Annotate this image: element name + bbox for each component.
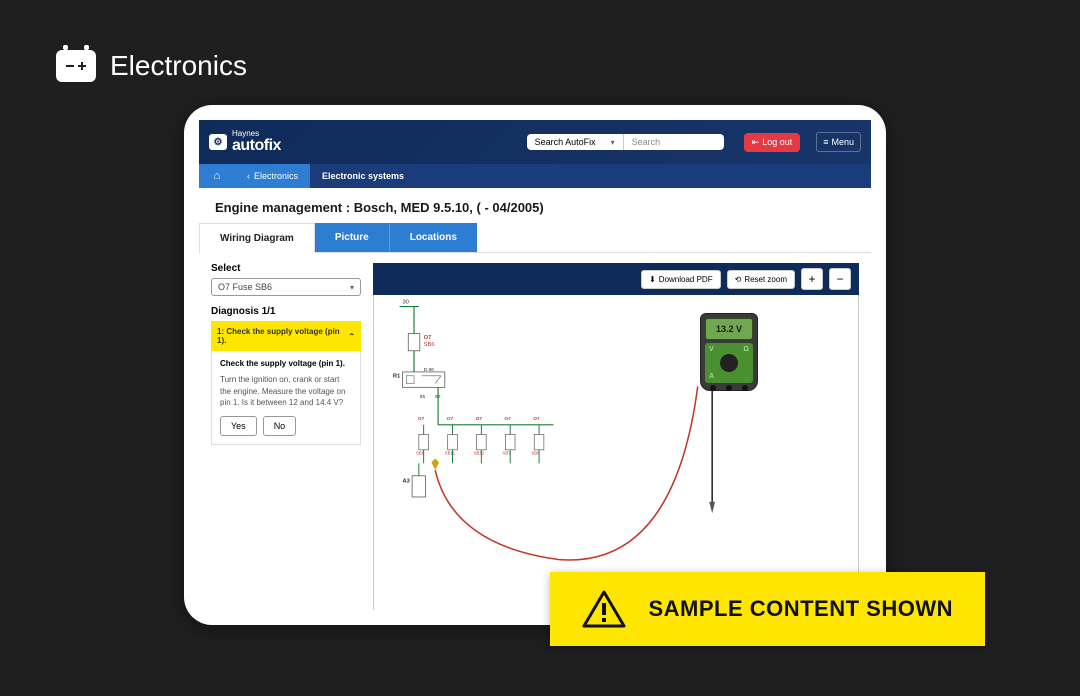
svg-text:SB6: SB6 bbox=[424, 342, 435, 348]
accordion-header[interactable]: 1: Check the supply voltage (pin 1). ⌃ bbox=[211, 321, 361, 351]
svg-text:30: 30 bbox=[402, 300, 408, 306]
svg-text:O7: O7 bbox=[424, 335, 432, 341]
chevron-down-icon: ▾ bbox=[350, 283, 354, 292]
svg-text:SB11: SB11 bbox=[445, 451, 456, 456]
download-icon: ⬇ bbox=[649, 275, 656, 284]
logout-button[interactable]: ⇤ Log out bbox=[744, 133, 801, 152]
tab-bar: Wiring Diagram Picture Locations bbox=[199, 223, 871, 253]
viewer-toolbar: ⬇ Download PDF ⟲ Reset zoom + − bbox=[373, 263, 859, 295]
download-label: Download PDF bbox=[659, 275, 713, 284]
accordion-header-text: 1: Check the supply voltage (pin 1). bbox=[217, 327, 348, 345]
no-button[interactable]: No bbox=[263, 416, 297, 436]
component-select[interactable]: O7 Fuse SB6 ▾ bbox=[211, 278, 361, 296]
svg-text:O7: O7 bbox=[447, 416, 454, 422]
step-text: Turn the ignition on, crank or start the… bbox=[220, 374, 352, 408]
app-logo[interactable]: ⚙ Haynes autofix bbox=[209, 130, 281, 154]
logo-icon: ⚙ bbox=[209, 134, 227, 150]
home-icon: ⌂ bbox=[214, 170, 221, 182]
menu-button[interactable]: ≡ Menu bbox=[816, 132, 861, 152]
accordion-body: Check the supply voltage (pin 1). Turn t… bbox=[211, 351, 361, 445]
svg-text:O7: O7 bbox=[504, 416, 511, 422]
yes-button[interactable]: Yes bbox=[220, 416, 257, 436]
svg-text:A3: A3 bbox=[402, 479, 409, 485]
home-button[interactable]: ⌂ bbox=[199, 164, 235, 188]
reset-label: Reset zoom bbox=[744, 275, 787, 284]
warning-icon bbox=[582, 590, 626, 628]
sample-content-banner: SAMPLE CONTENT SHOWN bbox=[550, 572, 985, 646]
select-label: Select bbox=[211, 263, 361, 274]
page-title: Engine management : Bosch, MED 9.5.10, (… bbox=[199, 188, 871, 223]
diagram-viewer: ⬇ Download PDF ⟲ Reset zoom + − 30O7SB6R… bbox=[373, 263, 859, 610]
search-input[interactable]: Search bbox=[624, 134, 724, 150]
diagnosis-label: Diagnosis 1/1 bbox=[211, 306, 361, 317]
tab-locations[interactable]: Locations bbox=[389, 223, 477, 252]
battery-icon bbox=[56, 50, 96, 82]
svg-text:85: 85 bbox=[420, 394, 426, 400]
breadcrumb-current: Electronic systems bbox=[310, 171, 416, 181]
search-scope-label: Search AutoFix bbox=[535, 137, 596, 147]
svg-text:O7: O7 bbox=[533, 416, 540, 422]
logout-label: Log out bbox=[762, 137, 792, 147]
hamburger-icon: ≡ bbox=[823, 137, 828, 147]
banner-text: SAMPLE CONTENT SHOWN bbox=[648, 596, 953, 622]
sidebar: Select O7 Fuse SB6 ▾ Diagnosis 1/1 1: Ch… bbox=[211, 263, 361, 610]
tab-wiring-diagram[interactable]: Wiring Diagram bbox=[199, 223, 315, 253]
reset-zoom-button[interactable]: ⟲ Reset zoom bbox=[727, 270, 795, 289]
multimeter-reading: 13.2 V bbox=[705, 318, 753, 340]
breadcrumb-back[interactable]: ‹ Electronics bbox=[235, 164, 310, 188]
reset-icon: ⟲ bbox=[735, 275, 742, 284]
chevron-up-icon: ⌃ bbox=[348, 332, 355, 341]
tablet-frame: ⚙ Haynes autofix Search AutoFix ▾ Search… bbox=[184, 105, 886, 625]
breadcrumb-back-label: Electronics bbox=[254, 171, 298, 181]
section-title: Electronics bbox=[110, 50, 247, 82]
menu-label: Menu bbox=[831, 137, 854, 147]
logout-icon: ⇤ bbox=[752, 137, 760, 148]
breadcrumb-bar: ⌂ ‹ Electronics Electronic systems bbox=[199, 164, 871, 188]
tab-picture[interactable]: Picture bbox=[315, 223, 389, 252]
svg-text:O7: O7 bbox=[476, 416, 483, 422]
chevron-down-icon: ▾ bbox=[611, 138, 615, 147]
svg-text:R1: R1 bbox=[393, 374, 401, 380]
download-pdf-button[interactable]: ⬇ Download PDF bbox=[641, 270, 721, 289]
wiring-diagram[interactable]: 30O7SB6R1D 868587O7SB6O7SB11O7SB12O7SB7O… bbox=[373, 295, 859, 610]
chevron-left-icon: ‹ bbox=[247, 171, 250, 181]
svg-text:O7: O7 bbox=[418, 416, 425, 422]
multimeter: 13.2 V VΩA bbox=[700, 313, 758, 391]
search-scope-dropdown[interactable]: Search AutoFix ▾ bbox=[527, 134, 624, 150]
step-title: Check the supply voltage (pin 1). bbox=[220, 359, 352, 369]
svg-text:SB12: SB12 bbox=[474, 451, 485, 456]
logo-big-text: autofix bbox=[232, 138, 281, 154]
svg-text:D 86: D 86 bbox=[424, 367, 434, 373]
zoom-in-button[interactable]: + bbox=[801, 268, 823, 290]
top-bar: ⚙ Haynes autofix Search AutoFix ▾ Search… bbox=[199, 120, 871, 164]
select-value: O7 Fuse SB6 bbox=[218, 282, 272, 292]
zoom-out-button[interactable]: − bbox=[829, 268, 851, 290]
